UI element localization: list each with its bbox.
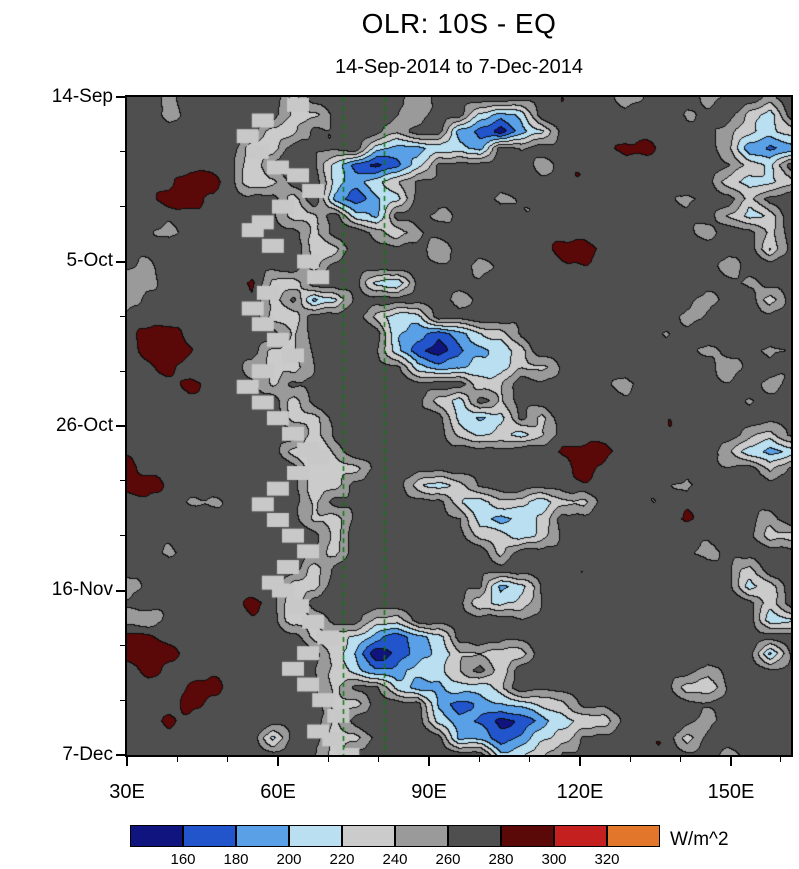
axis-tick [327, 757, 329, 762]
x-tick-label-120e: 120E [556, 781, 604, 803]
axis-tick [478, 757, 480, 762]
axis-tick [120, 535, 125, 537]
y-tick-label-16nov: 16-Nov [51, 579, 113, 600]
x-tick-label-150e: 150E [707, 781, 755, 803]
colorbar-segment [395, 825, 448, 847]
colorbar-tick-180: 180 [223, 851, 249, 868]
axis-tick [126, 757, 128, 766]
axis-tick [227, 757, 229, 762]
y-tick-label-14sep: 14-Sep [51, 86, 113, 107]
axis-tick [116, 589, 125, 592]
colorbar-segment [342, 825, 395, 847]
axis-tick [120, 644, 125, 646]
colorbar-tick-220: 220 [329, 851, 355, 868]
axis-tick [120, 480, 125, 482]
colorbar-segment [501, 825, 554, 847]
axis-tick [120, 315, 125, 317]
colorbar-tick-320: 320 [594, 851, 620, 868]
colorbar-tick-300: 300 [541, 851, 567, 868]
axis-tick [116, 425, 125, 427]
colorbar-tick-200: 200 [276, 851, 302, 868]
colorbar-labels: 160 180 200 220 240 260 280 300 320 [130, 851, 660, 869]
y-tick-label-5oct: 5-Oct [66, 250, 113, 271]
colorbar-segment [183, 825, 236, 847]
colorbar-tick-240: 240 [382, 851, 408, 868]
colorbar [130, 825, 660, 847]
axis-tick [120, 151, 125, 153]
axis-tick [116, 260, 125, 263]
colorbar-segment [236, 825, 289, 847]
colorbar-tick-260: 260 [435, 851, 461, 868]
axis-tick [116, 754, 125, 756]
axis-tick [120, 699, 125, 701]
axis-tick [116, 96, 125, 98]
axis-tick [729, 757, 732, 766]
colorbar-segment [554, 825, 607, 847]
colorbar-segment [607, 825, 660, 847]
page-subtitle: 14-Sep-2014 to 7-Dec-2014 [335, 56, 583, 78]
colorbar-tick-160: 160 [170, 851, 196, 868]
axis-tick [276, 757, 279, 766]
y-tick-label-26oct: 26-Oct [55, 415, 113, 436]
plot-frame [125, 95, 793, 757]
axis-tick [378, 757, 379, 762]
colorbar-units-label: W/m^2 [670, 829, 729, 850]
axis-tick [780, 757, 782, 762]
colorbar-segment [448, 825, 501, 847]
colorbar-segment [130, 825, 183, 847]
olr-hovmoller-field [127, 97, 791, 755]
axis-tick [629, 757, 631, 762]
colorbar-tick-280: 280 [488, 851, 514, 868]
colorbar-segment [289, 825, 342, 847]
axis-tick [120, 370, 125, 372]
y-tick-label-7dec: 7-Dec [62, 744, 113, 765]
x-tick-label-30e: 30E [109, 781, 145, 803]
axis-tick [120, 206, 125, 208]
axis-tick [679, 757, 681, 762]
page-title: OLR: 10S - EQ [361, 8, 557, 39]
axis-tick [176, 757, 178, 762]
axis-tick [427, 757, 430, 766]
axis-tick [578, 757, 581, 766]
axis-tick [528, 757, 530, 762]
x-tick-label-60e: 60E [260, 781, 296, 803]
x-tick-label-90e: 90E [411, 781, 447, 803]
